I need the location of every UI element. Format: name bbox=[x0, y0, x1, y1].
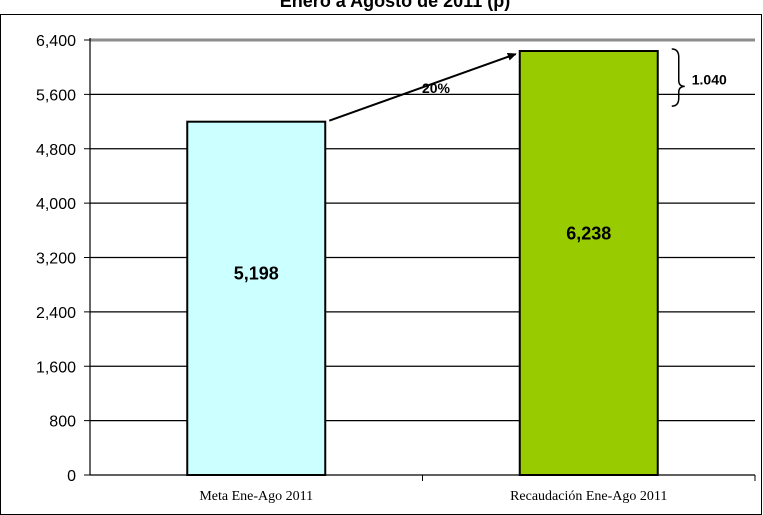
y-tick-label: 2,400 bbox=[36, 305, 76, 322]
x-tick-label: Recaudación Ene-Ago 2011 bbox=[510, 489, 667, 504]
y-tick-label: 1,600 bbox=[36, 359, 76, 376]
annotations: 20% 1.040 bbox=[328, 48, 727, 122]
x-axis-ticks: Meta Ene-Ago 2011 Recaudación Ene-Ago 201… bbox=[199, 475, 667, 504]
x-tick-label: Meta Ene-Ago 2011 bbox=[199, 489, 313, 504]
plot-area: 08001,6002,4003,2004,0004,8005,6006,400 … bbox=[36, 33, 756, 504]
growth-arrow bbox=[328, 52, 517, 122]
data-labels: 5,198 6,238 bbox=[234, 223, 612, 283]
y-axis-ticks: 0 800 1,600 2,400 3,200 4,000 4,800 5,600 6,400 bbox=[36, 33, 90, 485]
data-label: 6,238 bbox=[566, 223, 611, 243]
difference-bracket bbox=[671, 48, 685, 107]
y-tick-label: 3,200 bbox=[36, 251, 76, 268]
growth-label: 20% bbox=[422, 80, 451, 96]
y-tick-label: 6,400 bbox=[36, 33, 76, 50]
y-tick-label: 0 bbox=[67, 468, 76, 485]
data-label: 5,198 bbox=[234, 264, 279, 284]
bar bbox=[186, 120, 327, 477]
y-tick-label: 5,600 bbox=[36, 87, 76, 104]
difference-label: 1.040 bbox=[692, 71, 727, 87]
bar bbox=[518, 50, 659, 477]
y-tick-label: 4,000 bbox=[36, 196, 76, 213]
y-tick-label: 800 bbox=[49, 414, 76, 431]
y-tick-label: 4,800 bbox=[36, 142, 76, 159]
bars bbox=[186, 50, 659, 477]
chart-title: Enero a Agosto de 2011 (p) bbox=[280, 0, 510, 11]
